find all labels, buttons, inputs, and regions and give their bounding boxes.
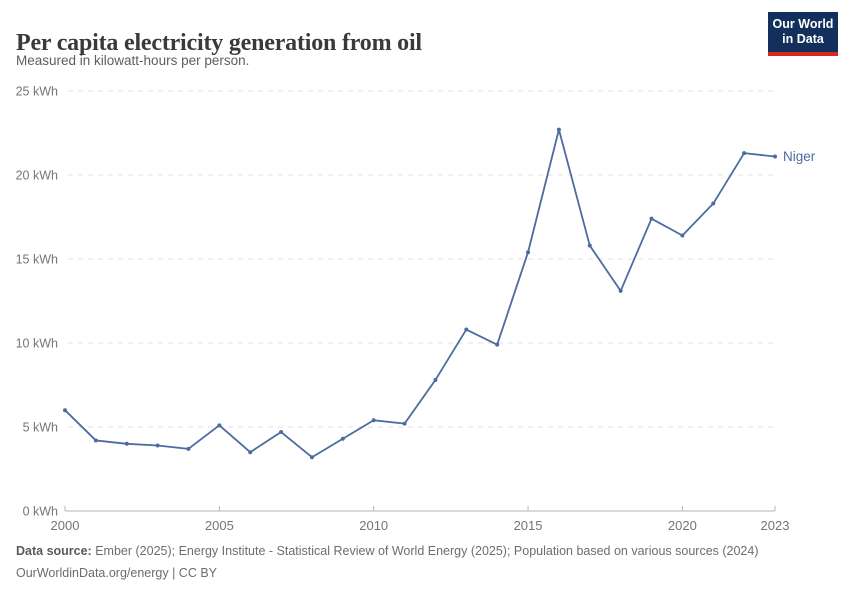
x-axis-label: 2005 xyxy=(205,518,234,533)
y-axis-label: 10 kWh xyxy=(16,337,58,351)
data-point[interactable] xyxy=(217,423,222,428)
owid-logo-line1: Our World xyxy=(772,16,834,31)
data-source-label: Data source: xyxy=(16,544,92,558)
data-point[interactable] xyxy=(186,446,191,451)
data-point[interactable] xyxy=(587,243,592,248)
data-point[interactable] xyxy=(649,216,654,221)
data-point[interactable] xyxy=(248,450,253,455)
chart-footer: Data source: Ember (2025); Energy Instit… xyxy=(16,540,826,584)
y-axis-label: 0 kWh xyxy=(23,505,58,519)
data-point[interactable] xyxy=(711,201,716,206)
data-point[interactable] xyxy=(742,151,747,156)
footer-links[interactable]: OurWorldinData.org/energy | CC BY xyxy=(16,566,218,580)
data-point[interactable] xyxy=(155,443,160,448)
x-axis-label: 2000 xyxy=(51,518,80,533)
data-point[interactable] xyxy=(309,455,314,460)
owid-logo[interactable]: Our World in Data xyxy=(768,12,838,56)
data-point[interactable] xyxy=(93,438,98,443)
chart-subtitle: Measured in kilowatt-hours per person. xyxy=(16,53,250,68)
y-axis-label: 25 kWh xyxy=(16,85,58,99)
data-point[interactable] xyxy=(340,436,345,441)
data-point[interactable] xyxy=(526,250,531,255)
data-point[interactable] xyxy=(371,418,376,423)
x-axis-label: 2023 xyxy=(761,518,790,533)
niger-line[interactable] xyxy=(64,128,776,459)
data-point[interactable] xyxy=(433,377,438,382)
data-point[interactable] xyxy=(63,408,67,413)
data-point[interactable] xyxy=(773,154,777,159)
owid-logo-line2: in Data xyxy=(782,32,824,46)
data-point[interactable] xyxy=(464,327,469,332)
x-axis-label: 2020 xyxy=(668,518,697,533)
niger-series-label[interactable]: Niger xyxy=(783,149,816,164)
x-axis-label: 2010 xyxy=(359,518,388,533)
data-point[interactable] xyxy=(402,421,407,426)
data-point[interactable] xyxy=(279,430,284,435)
x-axis-label: 2015 xyxy=(514,518,543,533)
data-point[interactable] xyxy=(556,127,561,132)
data-point[interactable] xyxy=(680,233,685,238)
data-point[interactable] xyxy=(124,441,129,446)
data-point[interactable] xyxy=(618,288,623,293)
data-point[interactable] xyxy=(495,342,500,347)
page-title: Per capita electricity generation from o… xyxy=(16,30,422,57)
y-axis-label: 20 kWh xyxy=(16,169,58,183)
data-source-line: Data source: Ember (2025); Energy Instit… xyxy=(16,540,826,562)
data-source-text: Ember (2025); Energy Institute - Statist… xyxy=(91,544,759,558)
y-axis-label: 5 kWh xyxy=(23,421,58,435)
y-axis-label: 15 kWh xyxy=(16,253,58,267)
